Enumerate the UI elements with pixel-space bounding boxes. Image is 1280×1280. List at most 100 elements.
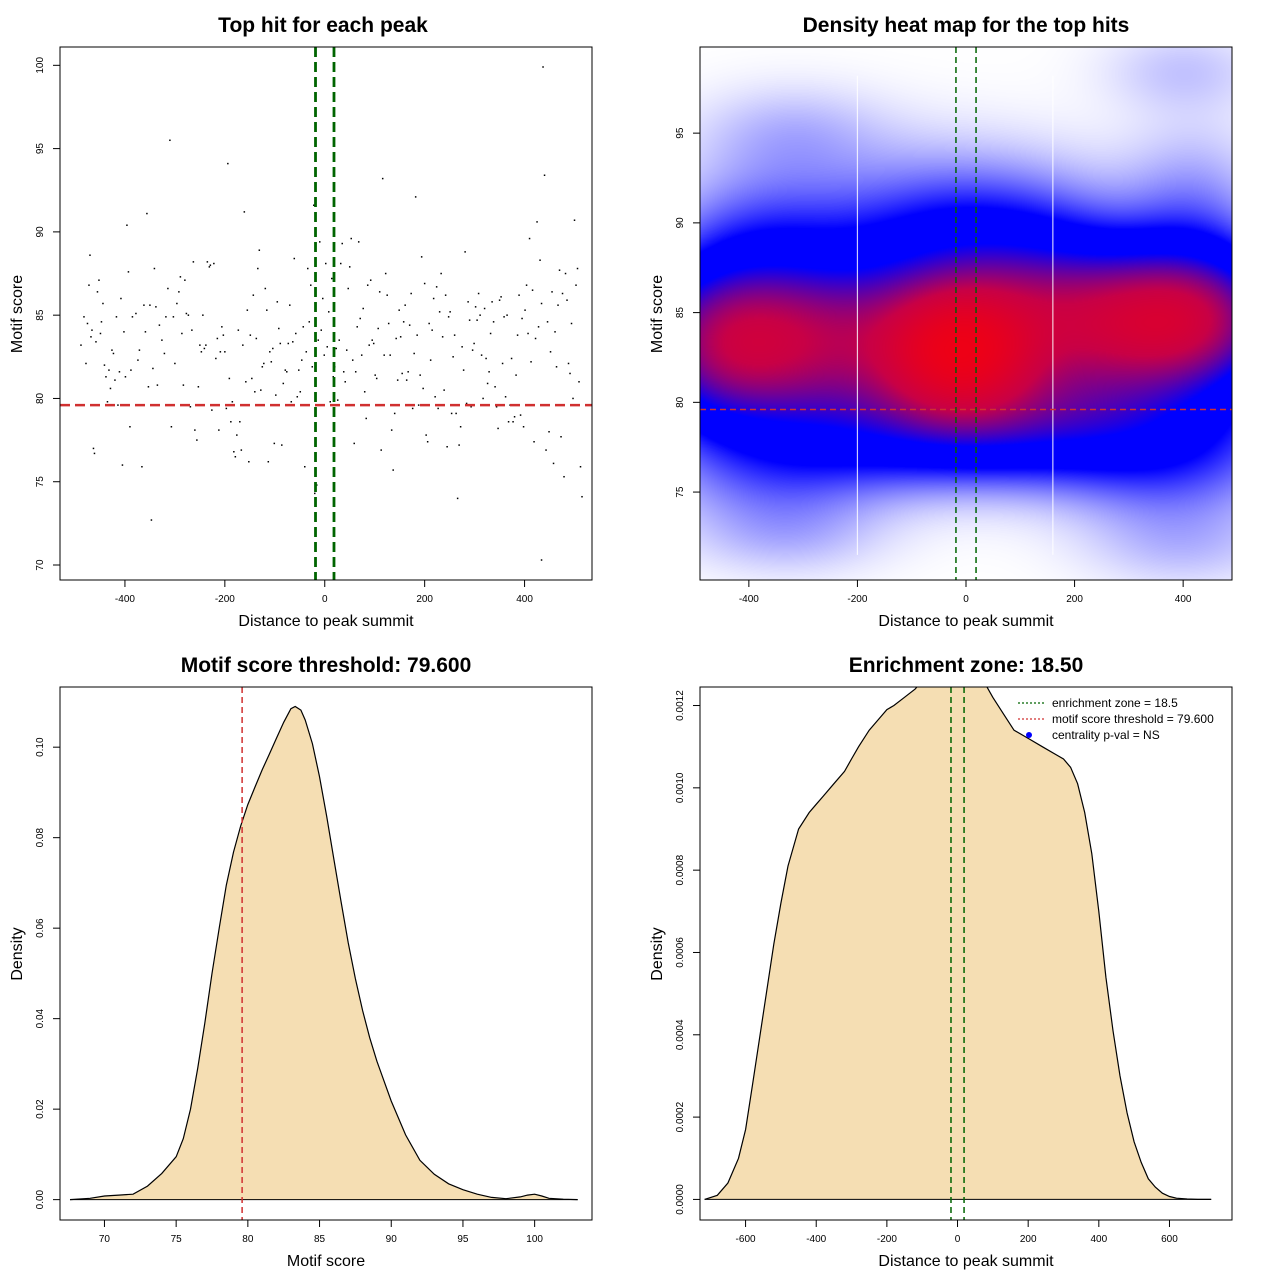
scatter-frame [59, 46, 593, 581]
scatter-point [561, 292, 564, 295]
scatter-point [213, 262, 215, 265]
scatter-point [103, 364, 106, 366]
scatter-point [273, 442, 276, 445]
score-density-title: Motif score threshold: 79.600 [181, 654, 472, 677]
scatter-point [290, 401, 293, 403]
scatter-point [342, 371, 345, 373]
scatter-point [86, 322, 89, 325]
scatter-point [468, 319, 471, 321]
scatter-point [578, 381, 580, 383]
scatter-point [560, 436, 562, 438]
scatter-point [327, 311, 330, 313]
distance-density-y-label: Density [649, 927, 666, 980]
scatter-point [228, 377, 231, 380]
scatter-point [108, 369, 110, 371]
scatter-point [141, 465, 143, 468]
x-tick-label: 0 [322, 594, 328, 605]
scatter-point [276, 301, 279, 303]
scatter-point [555, 366, 558, 368]
y-tick-label: 0.0000 [675, 1184, 686, 1215]
scatter-point [450, 412, 453, 415]
scatter-point [362, 307, 364, 310]
scatter-point [413, 352, 415, 355]
scatter-point [345, 349, 348, 351]
scatter-point [219, 351, 222, 353]
scatter-point [311, 366, 314, 368]
scatter-point [539, 259, 541, 261]
scatter-point [289, 304, 291, 306]
scatter-point [98, 279, 100, 281]
scatter-point [411, 407, 414, 410]
scatter-point [572, 397, 574, 400]
y-tick-label: 0.0004 [675, 1019, 686, 1050]
scatter-point [317, 339, 320, 341]
x-tick-label: -200 [215, 594, 235, 605]
scatter-point [222, 334, 225, 336]
scatter-point [251, 377, 253, 380]
x-tick-label: 200 [1020, 1234, 1037, 1245]
scatter-point [471, 349, 474, 351]
y-tick-label: 70 [35, 559, 46, 571]
distance-density-x-label: Distance to peak summit [878, 1253, 1054, 1270]
scatter-point [404, 304, 406, 306]
scatter-point [464, 251, 466, 253]
scatter-point [129, 426, 131, 428]
scatter-point [96, 291, 99, 293]
scatter-point [170, 426, 173, 428]
scatter-point [443, 389, 445, 391]
scatter-point [503, 316, 505, 318]
scatter-point [570, 322, 573, 325]
scatter-point [554, 331, 556, 333]
scatter-point [525, 284, 528, 286]
scatter-point [112, 352, 115, 355]
scatter-point [320, 329, 323, 331]
x-tick-label: 0 [955, 1234, 961, 1245]
scatter-point [301, 359, 303, 361]
scatter-point [304, 465, 306, 468]
scatter-point [581, 495, 583, 498]
x-tick-label: -200 [877, 1234, 897, 1245]
scatter-point [357, 241, 360, 243]
scatter-point [197, 386, 200, 388]
scatter-point [118, 371, 121, 373]
scatter-point [278, 327, 280, 330]
scatter-point [90, 336, 92, 338]
scatter-point [269, 351, 271, 353]
scatter-point [152, 367, 154, 370]
legend: enrichment zone = 18.5 motif score thres… [1018, 696, 1214, 742]
scatter-point [199, 344, 201, 346]
scatter-point [579, 465, 582, 468]
y-tick-label: 0.00 [35, 1189, 46, 1209]
scatter-point [153, 267, 156, 270]
scatter-point [437, 407, 439, 410]
scatter-point [480, 354, 483, 356]
scatter-point [543, 174, 546, 177]
x-tick-label: 400 [516, 594, 533, 605]
legend-centrality-label: centrality p-val = NS [1052, 728, 1160, 742]
x-tick-label: -400 [739, 594, 759, 605]
scatter-point [519, 414, 522, 416]
scatter-point [130, 369, 132, 371]
scatter-point [506, 314, 508, 316]
scatter-point [137, 359, 139, 361]
scatter-point [243, 211, 246, 213]
scatter-point [194, 429, 196, 431]
x-tick-label: 75 [171, 1234, 183, 1245]
scatter-point [434, 396, 436, 398]
scatter-point [408, 324, 411, 326]
scatter-point [456, 497, 459, 500]
scatter-point [563, 475, 565, 478]
scatter-point [286, 371, 288, 373]
x-tick-label: -600 [736, 1234, 756, 1245]
scatter-point [341, 242, 343, 245]
scatter-point [248, 460, 250, 463]
scatter-point [158, 324, 161, 326]
scatter-point [573, 219, 576, 221]
scatter-point [395, 337, 397, 340]
x-tick-label: -400 [806, 1234, 826, 1245]
scatter-point [467, 301, 469, 303]
scatter-plot-area [60, 47, 592, 580]
scatter-point [239, 421, 241, 423]
scatter-point [378, 291, 381, 293]
